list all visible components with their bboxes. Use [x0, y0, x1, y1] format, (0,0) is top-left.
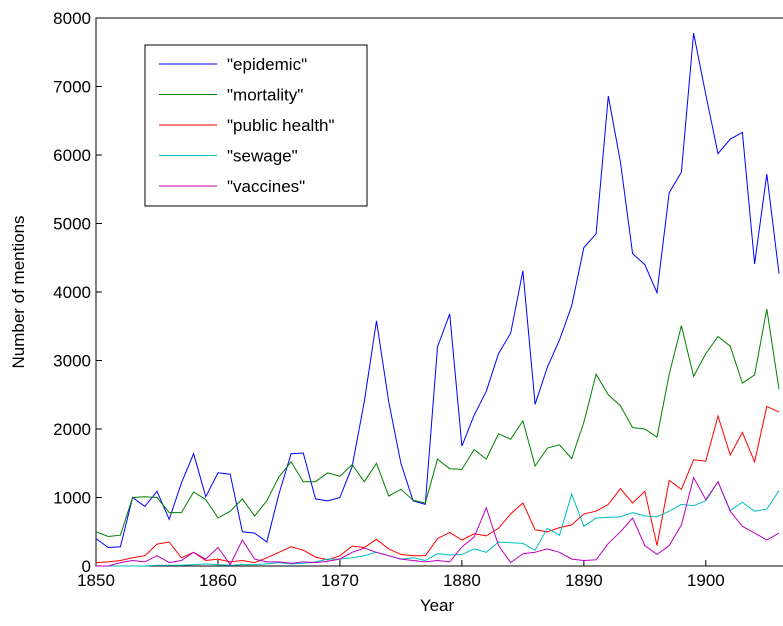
y-tick-label: 4000 [53, 283, 91, 302]
x-tick-label: 1860 [199, 571, 237, 590]
y-tick-label: 1000 [53, 489, 91, 508]
x-tick-label: 1880 [443, 571, 481, 590]
y-tick-label: 2000 [53, 420, 91, 439]
x-axis-label: Year [420, 596, 455, 615]
legend-label: "public health" [227, 116, 335, 135]
x-tick-label: 1900 [687, 571, 725, 590]
x-tick-label: 1850 [77, 571, 115, 590]
y-tick-label: 8000 [53, 9, 91, 28]
series-line [96, 476, 780, 567]
series-line [95, 309, 780, 538]
series-line [95, 405, 780, 564]
series-line [95, 33, 780, 549]
x-tick-label: 1870 [321, 571, 359, 590]
y-tick-label: 5000 [53, 215, 91, 234]
y-tick-label: 0 [82, 557, 91, 576]
series-line [96, 480, 780, 567]
legend-label: "epidemic" [227, 55, 307, 74]
y-axis-label: Number of mentions [9, 215, 28, 368]
legend-label: "vaccines" [227, 177, 305, 196]
y-tick-label: 3000 [53, 352, 91, 371]
y-tick-label: 7000 [53, 78, 91, 97]
x-tick-label: 1890 [565, 571, 603, 590]
legend-label: "sewage" [227, 147, 298, 166]
y-tick-label: 6000 [53, 146, 91, 165]
legend-label: "mortality" [227, 86, 303, 105]
